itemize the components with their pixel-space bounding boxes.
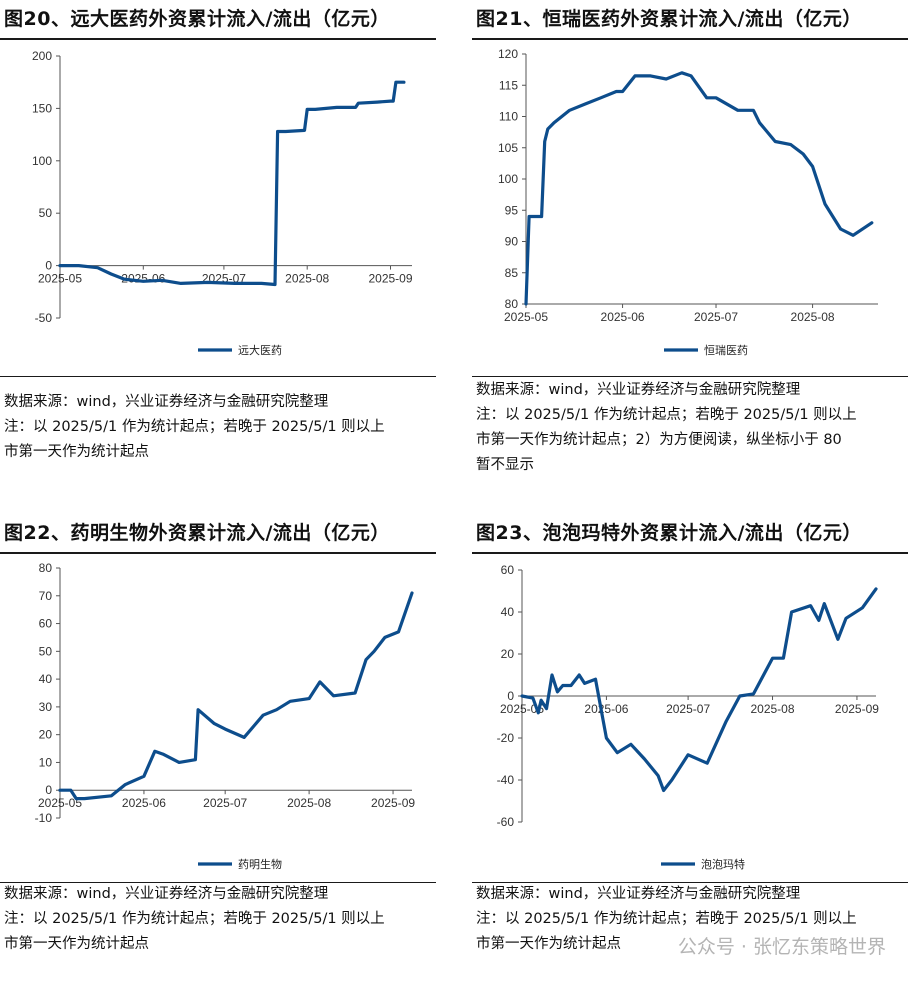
y-tick-label: 60 (501, 563, 515, 577)
notes-rule (472, 376, 908, 377)
x-tick-label: 2025-07 (694, 310, 738, 324)
y-tick-label: 20 (39, 728, 53, 742)
source-note: 数据来源：wind，兴业证券经济与金融研究院整理 (4, 882, 436, 907)
y-tick-label: -20 (497, 731, 515, 745)
watermark: 公众号 · 张忆东策略世界 (678, 932, 886, 959)
y-tick-label: -50 (35, 311, 53, 325)
y-tick-label: 60 (39, 617, 53, 631)
note-line: 注：以 2025/5/1 作为统计起点；若晚于 2025/5/1 则以上 (476, 403, 908, 428)
series-line (522, 589, 876, 791)
y-tick-label: 100 (498, 172, 518, 186)
y-tick-label: 70 (39, 589, 53, 603)
y-tick-label: 40 (501, 605, 515, 619)
y-tick-label: 30 (39, 700, 53, 714)
y-tick-label: -10 (35, 811, 53, 825)
series-line (60, 82, 404, 284)
x-tick-label: 2025-08 (791, 310, 835, 324)
legend-label: 恒瑞医药 (704, 343, 748, 357)
x-tick-label: 2025-05 (38, 272, 82, 286)
source-note: 数据来源：wind，兴业证券经济与金融研究院整理 (476, 882, 908, 907)
notes-rule (0, 376, 436, 377)
y-tick-label: 115 (499, 78, 518, 92)
y-tick-label: 100 (32, 154, 52, 168)
x-tick-label: 2025-06 (601, 310, 645, 324)
panel-hengrui: 图21、恒瑞医药外资累计流入/流出（亿元） 80 85 90 95 100 105 110 1… (472, 4, 908, 484)
y-tick-label: 95 (505, 203, 519, 217)
notes: 数据来源：wind，兴业证券经济与金融研究院整理 注：以 2025/5/1 作为… (476, 378, 908, 478)
x-tick-label: 2025-09 (371, 796, 415, 810)
y-tick-label: 105 (498, 141, 518, 155)
notes: 数据来源：wind，兴业证券经济与金融研究院整理 注：以 2025/5/1 作为… (4, 882, 436, 957)
x-tick-label: 2025-06 (122, 796, 166, 810)
y-tick-label: 150 (32, 101, 52, 115)
chart-title: 图21、恒瑞医药外资累计流入/流出（亿元） (476, 4, 862, 31)
x-tick-label: 2025-08 (287, 796, 331, 810)
series-line (60, 593, 412, 799)
note-line: 注：以 2025/5/1 作为统计起点；若晚于 2025/5/1 则以上 (4, 415, 436, 440)
legend-label: 药明生物 (238, 857, 282, 871)
note-line: 市第一天作为统计起点 (4, 440, 436, 465)
source-note: 数据来源：wind，兴业证券经济与金融研究院整理 (476, 378, 908, 403)
panel-yuanda: 图20、远大医药外资累计流入/流出（亿元） -50 0 50 100 150 200 202… (0, 4, 436, 484)
x-tick-label: 2025-09 (368, 272, 412, 286)
panel-wuxi-bio: 图22、药明生物外资累计流入/流出（亿元） -10 0 10 20 30 40 50 60 70… (0, 518, 436, 998)
notes: 数据来源：wind，兴业证券经济与金融研究院整理 注：以 2025/5/1 作为… (4, 390, 436, 465)
legend-label: 泡泡玛特 (701, 857, 745, 871)
y-tick-label: -60 (497, 815, 515, 829)
series-line (526, 73, 872, 304)
x-tick-label: 2025-07 (203, 796, 247, 810)
y-tick-label: 10 (39, 755, 53, 769)
note-line: 市第一天作为统计起点；2）为方便阅读，纵坐标小于 80 (476, 428, 908, 453)
y-tick-label: 0 (45, 259, 52, 273)
y-tick-label: -40 (497, 773, 515, 787)
chart-title: 图20、远大医药外资累计流入/流出（亿元） (4, 4, 390, 31)
note-line: 注：以 2025/5/1 作为统计起点；若晚于 2025/5/1 则以上 (476, 907, 908, 932)
y-tick-label: 85 (505, 266, 519, 280)
y-tick-label: 0 (45, 783, 52, 797)
panel-popmart: 图23、泡泡玛特外资累计流入/流出（亿元） -60 -40 -20 0 20 40 60 20… (472, 518, 908, 998)
chart-hengrui: 80 85 90 95 100 105 110 115 120 2025-05 2025-06 202… (472, 40, 908, 375)
note-line: 注：以 2025/5/1 作为统计起点；若晚于 2025/5/1 则以上 (4, 907, 436, 932)
y-tick-label: 20 (501, 647, 515, 661)
chart-title: 图23、泡泡玛特外资累计流入/流出（亿元） (476, 518, 862, 545)
y-tick-label: 80 (39, 561, 53, 575)
y-tick-label: 50 (39, 644, 53, 658)
x-tick-label: 2025-09 (835, 702, 879, 716)
y-tick-label: 0 (507, 689, 514, 703)
y-tick-label: 40 (39, 672, 53, 686)
y-tick-label: 110 (499, 110, 518, 124)
x-tick-label: 2025-05 (504, 310, 548, 324)
x-tick-label: 2025-08 (285, 272, 329, 286)
y-tick-label: 80 (505, 297, 519, 311)
legend-label: 远大医药 (238, 343, 282, 357)
chart-title: 图22、药明生物外资累计流入/流出（亿元） (4, 518, 390, 545)
y-tick-label: 90 (505, 235, 519, 249)
x-tick-label: 2025-07 (666, 702, 710, 716)
note-line: 暂不显示 (476, 453, 908, 478)
y-tick-label: 120 (498, 47, 518, 61)
y-tick-label: 200 (32, 49, 52, 63)
x-tick-label: 2025-06 (584, 702, 628, 716)
y-tick-label: 50 (39, 206, 53, 220)
note-line: 市第一天作为统计起点 (4, 932, 436, 957)
x-tick-label: 2025-08 (750, 702, 794, 716)
source-note: 数据来源：wind，兴业证券经济与金融研究院整理 (4, 390, 436, 415)
